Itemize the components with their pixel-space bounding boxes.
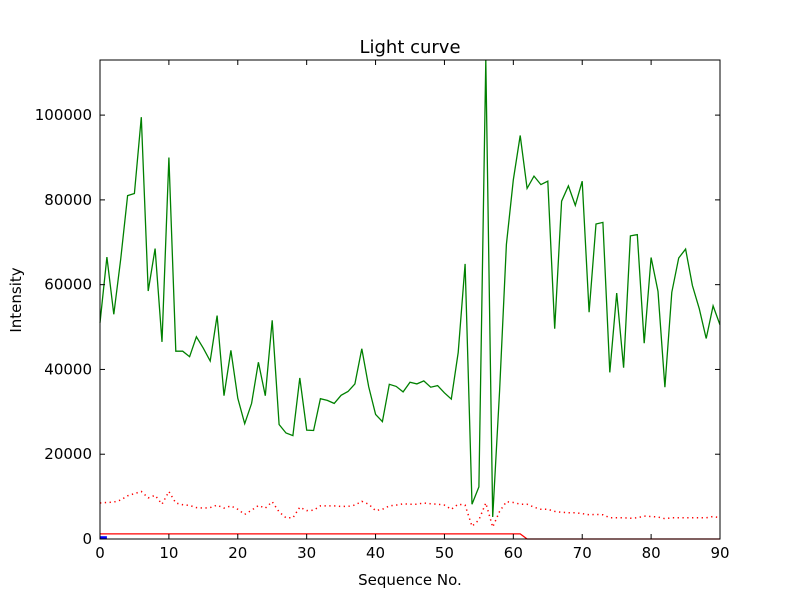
x-tick-label: 30	[297, 544, 316, 562]
series-baseline-line	[100, 533, 720, 540]
y-tick-label: 60000	[44, 276, 92, 294]
x-tick-label: 50	[435, 544, 454, 562]
y-tick-label: 80000	[44, 191, 92, 209]
series-intensity-line	[99, 59, 721, 518]
x-tick-label: 80	[642, 544, 661, 562]
x-tick-label: 0	[95, 544, 105, 562]
y-tick-label: 20000	[44, 445, 92, 463]
x-tick-label: 90	[710, 544, 729, 562]
y-tick-label: 0	[82, 530, 92, 548]
x-tick-label: 60	[504, 544, 523, 562]
chart-title: Light curve	[359, 37, 460, 58]
series-error-line	[99, 489, 721, 530]
x-tick-label: 40	[366, 544, 385, 562]
x-tick-label: 20	[228, 544, 247, 562]
y-tick-label: 40000	[44, 360, 92, 378]
plot-frame	[99, 59, 721, 540]
y-axis-label: Intensity	[7, 267, 25, 332]
x-axis-label: Sequence No.	[358, 571, 462, 589]
y-tick-label: 100000	[35, 106, 92, 124]
x-tick-label: 10	[159, 544, 178, 562]
x-tick-label: 70	[573, 544, 592, 562]
